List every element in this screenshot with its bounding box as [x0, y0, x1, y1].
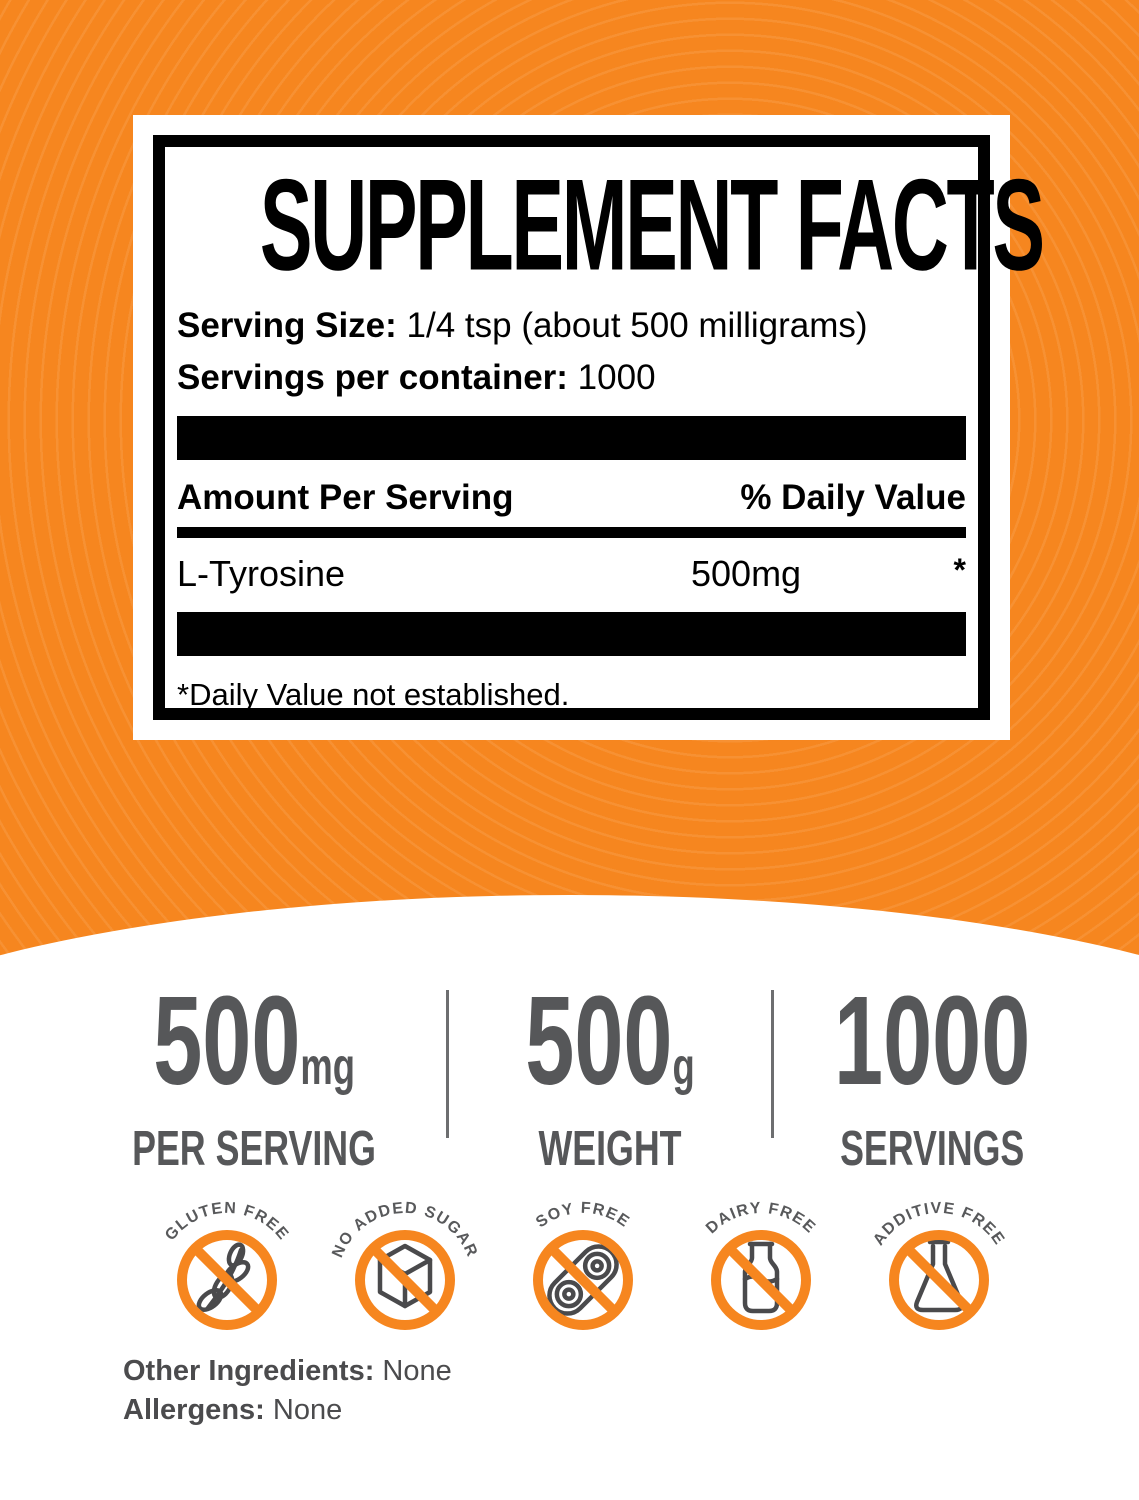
ingredient-amount: 500mg: [691, 553, 802, 594]
badge-arc-label: NO ADDED SUGAR: [329, 1200, 479, 1260]
stat-per-serving-value: 500: [153, 970, 301, 1111]
badge-additive-free: ADDITIVE FREE: [850, 1178, 1028, 1346]
badges-section: GLUTEN FREE NO ADDED SUGAR: [138, 1178, 1028, 1346]
no-symbol-slash: [191, 1244, 263, 1316]
separator-bar-bottom: [177, 612, 966, 656]
other-ingredients-value: None: [374, 1355, 452, 1387]
allergens-line: Allergens: None: [123, 1391, 452, 1430]
stat-servings-value: 1000: [834, 970, 1031, 1111]
separator-bar-top: [177, 416, 966, 460]
serving-size-label: Serving Size:: [177, 306, 397, 345]
no-symbol-ring: [355, 1230, 455, 1330]
stat-per-serving-label: PER SERVING: [132, 1122, 377, 1176]
additive-free-badge-graphic: ADDITIVE FREE: [870, 1200, 1006, 1330]
allergens-value: None: [264, 1394, 343, 1426]
daily-value-footnote: *Daily Value not established.: [177, 677, 570, 712]
no-symbol-slash: [547, 1244, 619, 1316]
badge-soy-free: SOY FREE: [494, 1178, 672, 1346]
serving-size-value: 1/4 tsp (about 500 milligrams): [396, 306, 868, 345]
serving-size-line: Serving Size: 1/4 tsp (about 500 milligr…: [177, 305, 966, 347]
badge-gluten-free: GLUTEN FREE: [138, 1178, 316, 1346]
supplement-facts-panel: SUPPLEMENT FACTS Serving Size: 1/4 tsp (…: [133, 115, 1045, 740]
header-rule: [177, 527, 966, 538]
stat-weight-value: 500: [524, 970, 672, 1111]
stat-weight-label: WEIGHT: [537, 1122, 682, 1176]
no-symbol-slash: [903, 1244, 975, 1316]
no-symbol-ring: [889, 1230, 989, 1330]
stat-servings-number: 1000: [834, 978, 1030, 1121]
no-symbol-ring: [711, 1230, 811, 1330]
stat-divider: [446, 990, 449, 1138]
stat-weight-number: 500g: [525, 978, 695, 1121]
stat-divider: [771, 990, 774, 1138]
stat-per-serving-unit: mg: [300, 1038, 356, 1096]
stat-per-serving-number: 500mg: [154, 978, 356, 1121]
dairy-free-badge-graphic: DAIRY FREE: [703, 1200, 818, 1330]
svg-text:SOY FREE: SOY FREE: [533, 1200, 633, 1231]
stat-weight-unit: g: [671, 1038, 695, 1096]
stat-servings-label: SERVINGS: [840, 1122, 1025, 1176]
servings-per-container-label: Servings per container:: [177, 358, 568, 397]
svg-text:NO ADDED SUGAR: NO ADDED SUGAR: [329, 1200, 480, 1260]
badge-dairy-free: DAIRY FREE: [672, 1178, 850, 1346]
stat-weight: 500g WEIGHT: [447, 978, 772, 1176]
other-ingredients-label: Other Ingredients:: [123, 1355, 375, 1387]
supplement-facts-border-box: SUPPLEMENT FACTS Serving Size: 1/4 tsp (…: [153, 135, 1045, 720]
soy-free-badge-graphic: SOY FREE: [533, 1200, 633, 1330]
amount-per-serving-header: Amount Per Serving: [177, 478, 514, 517]
no-symbol-slash: [369, 1244, 441, 1316]
no-symbol-ring: [533, 1230, 633, 1330]
no-symbol-ring: [177, 1230, 277, 1330]
supplement-facts-title: SUPPLEMENT FACTS: [259, 152, 1045, 299]
badge-arc-label: SOY FREE: [533, 1200, 631, 1231]
stats-section: 500mg PER SERVING 500g WEIGHT 1000 SERVI…: [0, 978, 1139, 1176]
no-added-sugar-badge-graphic: NO ADDED SUGAR: [329, 1200, 480, 1330]
footer-ingredients: Other Ingredients: None Allergens: None: [123, 1352, 452, 1430]
gluten-free-badge-graphic: GLUTEN FREE: [162, 1200, 291, 1330]
other-ingredients-line: Other Ingredients: None: [123, 1352, 452, 1391]
ingredient-row: L-Tyrosine 500mg *: [177, 553, 966, 595]
ingredient-name: L-Tyrosine: [177, 553, 346, 594]
servings-per-container-line: Servings per container: 1000: [177, 357, 966, 399]
servings-per-container-value: 1000: [567, 358, 656, 397]
ingredient-dv-asterisk: *: [953, 552, 966, 588]
allergens-label: Allergens:: [123, 1394, 265, 1426]
no-symbol-slash: [725, 1244, 797, 1316]
facts-table-header: Amount Per Serving % Daily Value: [177, 478, 966, 518]
badge-no-added-sugar: NO ADDED SUGAR: [316, 1178, 494, 1346]
stat-servings: 1000 SERVINGS: [772, 978, 1139, 1176]
stat-per-serving: 500mg PER SERVING: [0, 978, 447, 1176]
daily-value-header: % Daily Value: [740, 478, 966, 517]
